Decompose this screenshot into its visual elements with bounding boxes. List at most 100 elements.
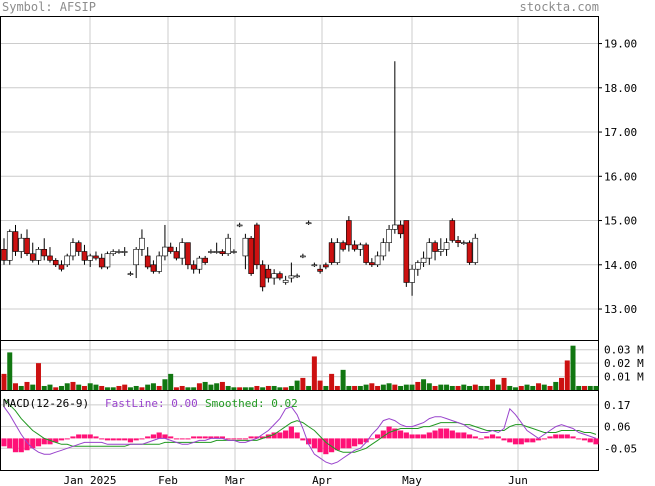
macd-histogram-bar [380,430,386,439]
volume-bar [311,356,317,390]
volume-bar [219,381,225,390]
volume-bar [553,381,559,390]
volume-bar [208,384,214,390]
candle-body [81,251,88,261]
macd-histogram-bar [374,434,381,439]
volume-bar [41,385,47,390]
macd-histogram-bar [168,436,174,439]
candle-body [374,255,381,266]
candle-body [18,237,25,252]
candle-body [369,262,375,266]
candle-body [208,251,214,253]
candle-body [254,224,260,266]
macd-histogram-bar [512,438,519,445]
volume-bar [507,385,513,390]
volume-bar [12,383,18,390]
volume-bar [415,381,421,390]
volume-bar [196,383,202,390]
volume-bar [87,383,93,390]
volume-bar [24,381,30,390]
volume-bar [145,384,151,390]
volume-bar [426,383,432,390]
price-panel-frame [0,16,599,341]
macd-histogram-bar [93,436,99,439]
macd-histogram-bar [576,438,582,440]
macd-histogram-bar [202,436,208,439]
candle-body [466,242,473,263]
candle-body [328,242,335,263]
volume-bar [472,384,478,390]
macd-histogram-bar [283,430,289,439]
macd-histogram-bar [288,426,294,439]
candle-body [167,246,174,252]
macd-tick-label: 0.17 [604,399,631,412]
macd-histogram-bar [260,436,266,439]
symbol-label: Symbol: AFSIP [2,0,96,14]
macd-histogram-bar [306,438,312,445]
volume-bar [421,379,427,390]
candle-body [64,255,71,266]
volume-tick-label: 0.03 M [604,344,644,357]
macd-histogram-bar [231,438,237,440]
volume-bar [541,384,547,390]
candle-body [1,248,7,261]
volume-bar [104,387,110,390]
candle-body [288,275,295,279]
macd-histogram-bar [12,438,19,453]
price-tick-label: 19.00 [604,38,637,51]
macd-histogram-bar [30,438,36,449]
candle-body [426,242,433,259]
volume-bar [329,373,335,390]
volume-bar [398,385,404,390]
macd-histogram-bar [507,438,513,443]
candle-body [110,251,117,255]
volume-bar [18,385,24,390]
volume-bar [191,387,197,390]
macd-histogram-bar [150,434,157,439]
volume-bar [564,360,570,390]
candle-body [357,244,364,250]
volume-bar [260,387,266,390]
volume-bar [576,385,582,390]
macd-histogram-bar [162,434,168,439]
x-tick-label: Jan 2025 [64,474,117,486]
volume-tick-label: 0.01 M [604,371,644,384]
volume-bar [214,383,220,390]
candle-body [133,248,139,266]
macd-histogram-bar [455,432,461,439]
candles [1,61,479,296]
macd-histogram-bar [369,438,375,440]
candle-body [196,257,203,270]
macd-histogram-bar [570,436,576,439]
macd-histogram-bar [495,436,501,439]
candle-body [311,264,318,267]
volume-bar [484,385,490,390]
volume-bar [513,387,519,390]
candle-body [236,224,243,227]
candle-body [265,268,272,279]
volume-bar [559,377,565,390]
price-tick-label: 17.00 [604,126,637,139]
volume-bar [99,385,105,390]
candle-body [259,264,266,288]
volume-bar [242,387,248,390]
volume-bar [156,385,162,390]
macd-histogram-bar [524,438,530,443]
candle-body [334,242,341,263]
macd-histogram-bar [547,436,553,439]
volume-bar [1,373,7,390]
macd-histogram-bar [443,428,450,439]
macd-histogram-bar [323,438,329,455]
candle-body [231,251,237,253]
axis-labels: Jan 2025 Feb Mar Apr May Jun 19.00 18.00 17.00 16… [64,38,645,486]
volume-bar [352,385,358,390]
macd-histogram-bar [122,438,128,441]
macd-histogram-bar [300,438,306,441]
price-tick-label: 18.00 [604,82,637,95]
macd-histogram-bar [587,438,593,443]
volume-bar [380,384,386,390]
volume-bar [300,377,306,390]
volume-bar [294,380,300,390]
volume-bar [455,385,461,390]
macd-legend-smoothed: Smoothed: 0.02 [205,397,298,410]
